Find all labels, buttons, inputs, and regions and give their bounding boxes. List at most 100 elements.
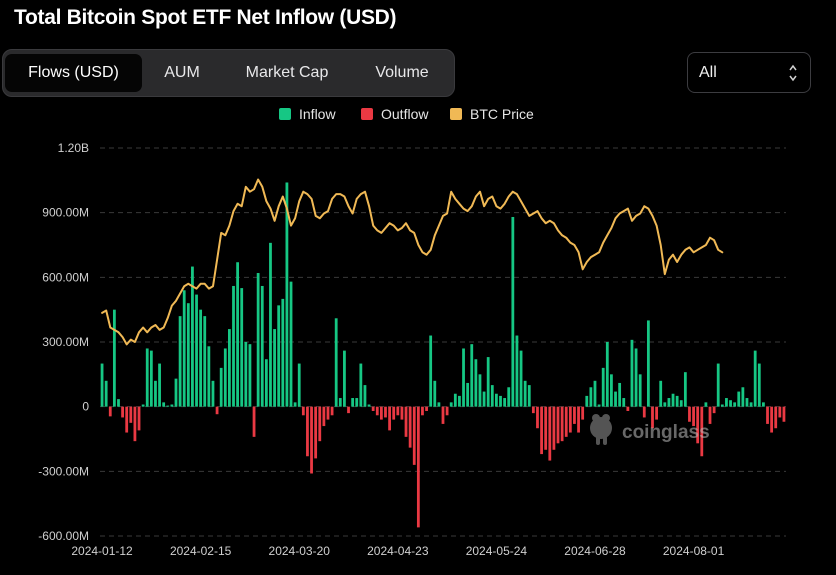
outflow-bar[interactable]	[655, 406, 658, 420]
inflow-bar[interactable]	[203, 316, 207, 407]
outflow-bar[interactable]	[384, 406, 387, 418]
inflow-bar[interactable]	[499, 395, 502, 407]
inflow-bar[interactable]	[170, 404, 174, 407]
inflow-bar[interactable]	[511, 216, 515, 407]
outflow-bar[interactable]	[215, 406, 219, 415]
inflow-bar[interactable]	[462, 348, 465, 407]
inflow-bar[interactable]	[141, 404, 145, 407]
outflow-bar[interactable]	[388, 406, 391, 431]
outflow-bar[interactable]	[322, 406, 326, 427]
inflow-bar[interactable]	[675, 395, 679, 407]
outflow-bar[interactable]	[544, 406, 548, 450]
inflow-bar[interactable]	[486, 357, 490, 407]
inflow-bar[interactable]	[277, 305, 281, 407]
outflow-bar[interactable]	[692, 406, 695, 427]
inflow-bar[interactable]	[429, 335, 433, 407]
outflow-bar[interactable]	[688, 406, 691, 422]
outflow-bar[interactable]	[696, 406, 700, 444]
outflow-bar[interactable]	[392, 406, 396, 420]
outflow-bar[interactable]	[306, 406, 309, 457]
inflow-bar[interactable]	[523, 380, 527, 407]
outflow-bar[interactable]	[712, 406, 716, 414]
tab-aum[interactable]: AUM	[164, 64, 200, 81]
inflow-bar[interactable]	[351, 398, 355, 407]
inflow-bar[interactable]	[466, 382, 470, 407]
inflow-bar[interactable]	[478, 374, 482, 407]
inflow-bar[interactable]	[211, 380, 215, 407]
outflow-bar[interactable]	[252, 406, 256, 437]
inflow-bar[interactable]	[223, 348, 227, 407]
inflow-bar[interactable]	[359, 363, 363, 407]
inflow-bar[interactable]	[433, 380, 437, 407]
inflow-bar[interactable]	[293, 402, 297, 407]
inflow-bar[interactable]	[638, 374, 642, 407]
inflow-bar[interactable]	[232, 285, 235, 407]
outflow-bar[interactable]	[314, 406, 318, 459]
inflow-bar[interactable]	[679, 400, 683, 407]
inflow-bar[interactable]	[166, 405, 170, 407]
inflow-bar[interactable]	[149, 350, 153, 407]
inflow-bar[interactable]	[453, 393, 457, 407]
outflow-bar[interactable]	[642, 406, 646, 418]
inflow-bar[interactable]	[614, 391, 617, 407]
inflow-bar[interactable]	[219, 367, 223, 407]
inflow-bar[interactable]	[671, 393, 675, 407]
outflow-bar[interactable]	[770, 406, 774, 433]
inflow-bar[interactable]	[273, 329, 276, 407]
inflow-bar[interactable]	[228, 329, 231, 407]
outflow-bar[interactable]	[577, 406, 580, 433]
outflow-bar[interactable]	[310, 406, 313, 474]
outflow-bar[interactable]	[379, 406, 383, 420]
inflow-bar[interactable]	[762, 402, 765, 407]
inflow-bar[interactable]	[100, 363, 104, 407]
inflow-bar[interactable]	[663, 402, 667, 407]
inflow-bar[interactable]	[355, 398, 359, 407]
inflow-bar[interactable]	[634, 348, 638, 407]
inflow-bar[interactable]	[519, 350, 523, 407]
inflow-bar[interactable]	[158, 363, 161, 407]
outflow-bar[interactable]	[108, 406, 112, 417]
outflow-bar[interactable]	[778, 406, 782, 418]
inflow-bar[interactable]	[515, 335, 519, 407]
inflow-bar[interactable]	[112, 309, 116, 407]
inflow-bar[interactable]	[490, 385, 494, 407]
inflow-bar[interactable]	[737, 391, 741, 407]
inflow-bar[interactable]	[449, 402, 453, 407]
inflow-bar[interactable]	[753, 350, 757, 407]
inflow-bar[interactable]	[704, 402, 708, 407]
inflow-bar[interactable]	[749, 402, 753, 407]
outflow-bar[interactable]	[421, 406, 424, 416]
inflow-bar[interactable]	[104, 380, 108, 407]
outflow-bar[interactable]	[651, 406, 654, 429]
inflow-bar[interactable]	[605, 342, 609, 407]
inflow-bar[interactable]	[186, 303, 190, 407]
outflow-bar[interactable]	[318, 406, 322, 442]
inflow-bar[interactable]	[207, 346, 211, 407]
inflow-bar[interactable]	[503, 398, 507, 407]
inflow-bar[interactable]	[191, 266, 194, 407]
inflow-bar[interactable]	[195, 294, 198, 407]
inflow-bar[interactable]	[474, 359, 478, 407]
outflow-bar[interactable]	[536, 406, 539, 429]
legend-item-outflow[interactable]: Outflow	[361, 106, 429, 122]
outflow-bar[interactable]	[441, 406, 445, 424]
inflow-bar[interactable]	[495, 393, 498, 407]
outflow-bar[interactable]	[400, 406, 404, 420]
inflow-bar[interactable]	[733, 402, 737, 407]
outflow-bar[interactable]	[531, 406, 535, 414]
inflow-bar[interactable]	[507, 387, 511, 407]
inflow-bar[interactable]	[597, 404, 601, 407]
outflow-bar[interactable]	[326, 406, 330, 420]
inflow-bar[interactable]	[585, 395, 589, 407]
outflow-bar[interactable]	[416, 406, 420, 528]
inflow-bar[interactable]	[610, 374, 613, 407]
range-select[interactable]: All	[687, 52, 811, 93]
outflow-bar[interactable]	[782, 406, 786, 422]
outflow-bar[interactable]	[129, 406, 133, 423]
tab-flows-usd[interactable]: Flows (USD)	[5, 54, 142, 92]
outflow-bar[interactable]	[133, 406, 137, 442]
inflow-bar[interactable]	[117, 399, 120, 407]
inflow-bar[interactable]	[367, 404, 371, 407]
inflow-bar[interactable]	[256, 273, 260, 407]
outflow-bar[interactable]	[626, 406, 630, 411]
